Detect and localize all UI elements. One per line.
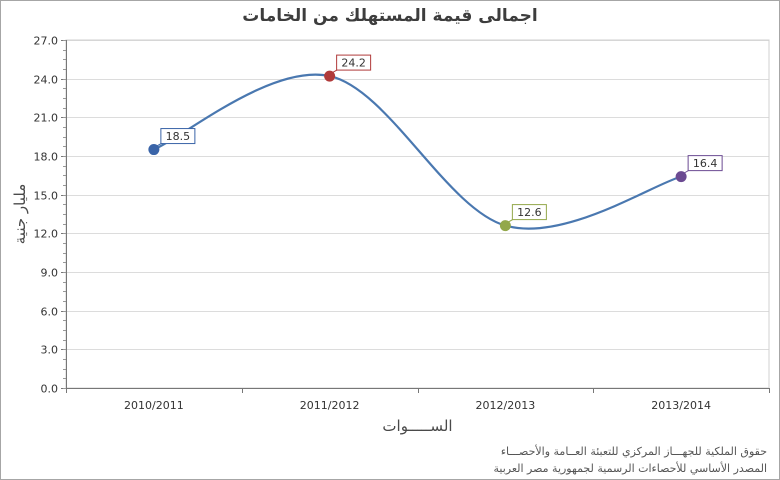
x-tick-label: 2011/2012 [300, 399, 360, 412]
x-tick-label: 2013/2014 [651, 399, 711, 412]
data-label-box [160, 128, 196, 145]
data-label: 16.4 [693, 157, 718, 170]
y-tick-label: 6.0 [41, 306, 59, 319]
axes-layer: 0.0 3.0 6.0 9.0 12.0 15.0 18.0 21.0 24.0 27.0 2010… [34, 35, 770, 412]
y-tick-label: 18.0 [34, 151, 59, 164]
y-tick-label: 24.0 [34, 74, 59, 87]
data-label-box [687, 155, 723, 172]
data-point [324, 70, 336, 82]
data-point [148, 144, 160, 156]
y-tick-label: 9.0 [41, 267, 59, 280]
data-label-box [511, 204, 547, 221]
plot-area-border [65, 39, 770, 389]
y-tick-label: 0.0 [41, 383, 59, 396]
grid-layer [66, 40, 769, 389]
points-layer [148, 70, 687, 232]
data-point [499, 220, 511, 232]
y-axis-title: مليار جنية [11, 184, 29, 244]
data-labels-layer: 18.5 24.2 12.6 16.4 [155, 54, 723, 224]
x-tick-label: 2012/2013 [476, 399, 536, 412]
y-tick-label: 21.0 [34, 112, 59, 125]
y-tick-label: 27.0 [34, 35, 59, 48]
data-label-box [336, 54, 372, 71]
series-line [153, 73, 682, 230]
data-label: 12.6 [517, 206, 542, 219]
data-point [675, 171, 687, 183]
data-label: 24.2 [341, 57, 366, 70]
y-tick-label: 15.0 [34, 190, 59, 203]
line-layer [153, 73, 682, 230]
footer-source: المصدر الأساسي للأحصاءات الرسمية لجمهوري… [493, 462, 767, 475]
footer-copyright: حقوق الملكية للجهـــاز المركزي للتعبئة ا… [500, 445, 767, 458]
data-label: 18.5 [166, 130, 191, 143]
x-axis-title: الســـــوات [382, 417, 452, 435]
x-tick-label: 2010/2011 [124, 399, 184, 412]
chart-title: اجمالى قيمة المستهلك من الخامات [242, 6, 538, 26]
y-tick-label: 3.0 [41, 344, 59, 357]
y-tick-label: 12.0 [34, 228, 59, 241]
